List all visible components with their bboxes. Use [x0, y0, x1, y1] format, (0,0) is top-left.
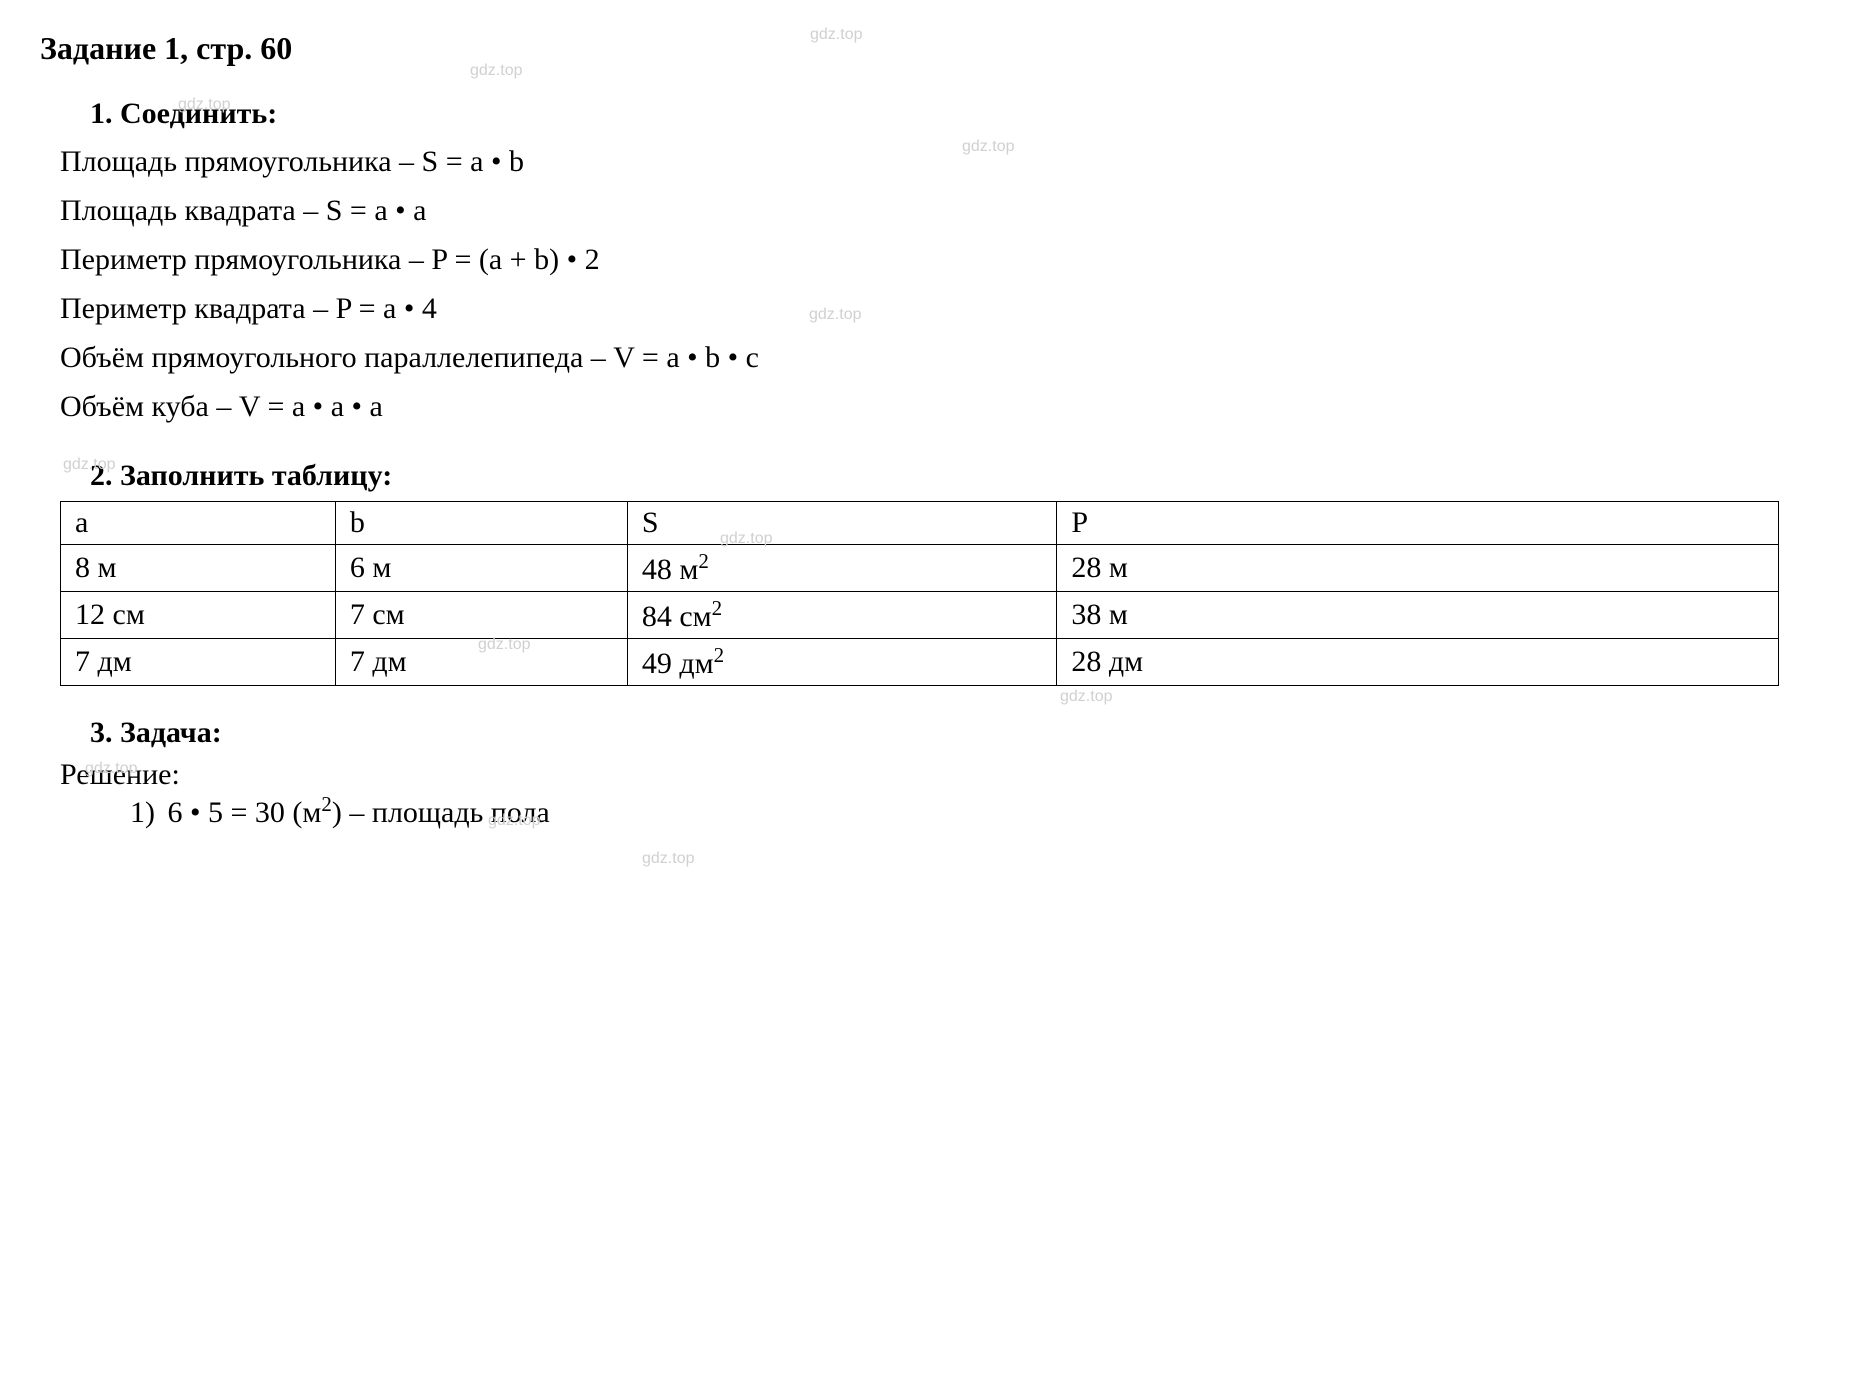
table-cell: 7 см: [335, 592, 627, 639]
table-cell: 84 см2: [627, 592, 1056, 639]
table-cell: 7 дм: [61, 639, 336, 686]
table-header-cell: b: [335, 502, 627, 545]
solution-label: Решение:: [60, 758, 1812, 792]
section1-heading: 1. Соединить:: [90, 97, 1812, 131]
table-cell: 48 м2: [627, 545, 1056, 592]
table-header-cell: a: [61, 502, 336, 545]
solution-item-number: 1): [130, 796, 160, 830]
table-cell: 7 дм: [335, 639, 627, 686]
formula-line: Площадь квадрата – S = a • a: [60, 188, 1812, 233]
section3-heading: 3. Задача:: [90, 716, 1812, 750]
solution-item-text: 6 • 5 = 30 (м: [168, 796, 322, 829]
table-cell: 38 м: [1057, 592, 1779, 639]
table-cell: 28 м: [1057, 545, 1779, 592]
table-cell: 6 м: [335, 545, 627, 592]
table-row: 7 дм 7 дм 49 дм2 28 дм: [61, 639, 1779, 686]
table-cell: 8 м: [61, 545, 336, 592]
page-title: Задание 1, стр. 60: [40, 30, 1812, 67]
solution-item: 1) 6 • 5 = 30 (м2) – площадь пола: [130, 792, 1812, 830]
section2-heading: 2. Заполнить таблицу:: [90, 459, 1812, 493]
table-header-cell: P: [1057, 502, 1779, 545]
table-cell: 12 см: [61, 592, 336, 639]
formula-line: Периметр квадрата – P = a • 4: [60, 286, 1812, 331]
formula-line: Объём куба – V = a • a • a: [60, 384, 1812, 429]
table-header-row: a b S P: [61, 502, 1779, 545]
table-row: 12 см 7 см 84 см2 38 м: [61, 592, 1779, 639]
watermark: gdz.top: [1060, 688, 1112, 706]
table-cell: 28 дм: [1057, 639, 1779, 686]
formula-table: a b S P 8 м 6 м 48 м2 28 м 12 см 7 см 84…: [60, 501, 1779, 686]
table-header-cell: S: [627, 502, 1056, 545]
formula-line: Периметр прямоугольника – P = (a + b) • …: [60, 237, 1812, 282]
watermark: gdz.top: [642, 850, 694, 868]
table-row: 8 м 6 м 48 м2 28 м: [61, 545, 1779, 592]
formula-line: Площадь прямоугольника – S = a • b: [60, 139, 1812, 184]
table-cell: 49 дм2: [627, 639, 1056, 686]
formula-line: Объём прямоугольного параллелепипеда – V…: [60, 335, 1812, 380]
